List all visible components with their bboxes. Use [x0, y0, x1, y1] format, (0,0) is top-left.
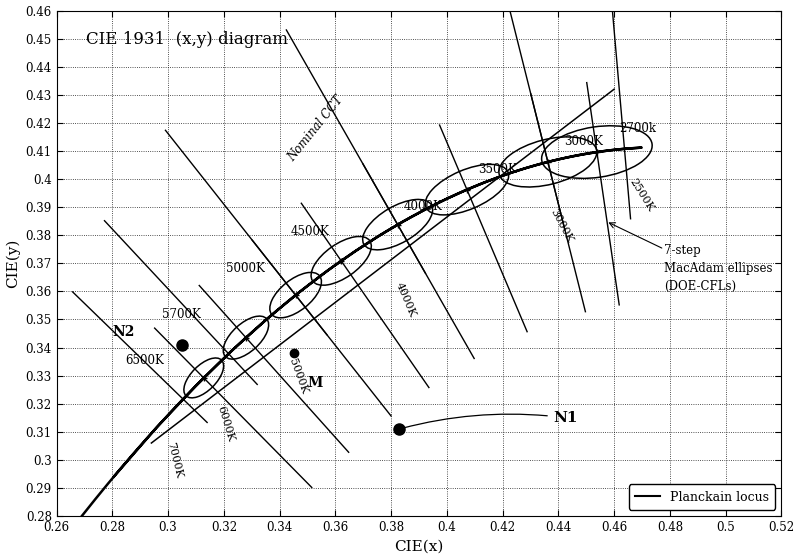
Text: 3000K: 3000K [549, 207, 575, 244]
Text: N1: N1 [402, 411, 578, 428]
Text: 3000K: 3000K [565, 135, 603, 148]
Y-axis label: CIE(y): CIE(y) [6, 239, 20, 288]
Text: M: M [307, 376, 323, 390]
Text: 4000K: 4000K [394, 281, 418, 319]
Text: 5000K: 5000K [287, 357, 310, 395]
Text: 2700k: 2700k [619, 122, 656, 135]
Text: 4000K: 4000K [403, 200, 442, 214]
Text: Nominal CCT: Nominal CCT [286, 93, 346, 164]
Text: 5000K: 5000K [226, 263, 265, 276]
Text: CIE 1931  (x,y) diagram: CIE 1931 (x,y) diagram [86, 31, 288, 48]
Text: 6500K: 6500K [126, 354, 165, 367]
Text: 4500K: 4500K [291, 225, 330, 238]
Text: 2500K: 2500K [627, 177, 655, 214]
Text: N2: N2 [112, 325, 134, 339]
Text: 7-step
MacAdam ellipses
(DOE-CFLs): 7-step MacAdam ellipses (DOE-CFLs) [664, 244, 773, 293]
Legend: Planckain locus: Planckain locus [629, 484, 775, 510]
Text: 7000K: 7000K [166, 441, 184, 479]
X-axis label: CIE(x): CIE(x) [394, 539, 444, 553]
Text: 3500K: 3500K [478, 163, 517, 176]
Text: 6000K: 6000K [216, 404, 236, 443]
Text: 5700K: 5700K [162, 308, 201, 321]
